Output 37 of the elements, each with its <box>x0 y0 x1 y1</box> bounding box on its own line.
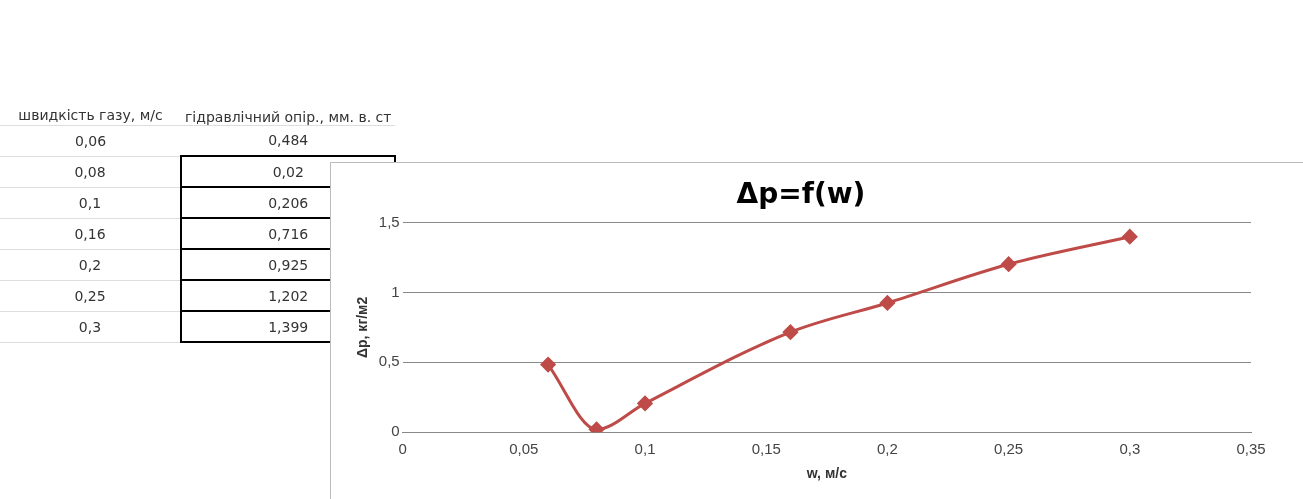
text: 0,716 <box>268 225 309 242</box>
text: 0,206 <box>268 194 309 211</box>
x-tick-label: 0,05 <box>509 440 539 458</box>
text: 0,1 <box>0 187 181 218</box>
text: 0,25 <box>0 280 181 311</box>
text: 0,16 <box>0 218 181 249</box>
text: 0,02 <box>181 156 396 187</box>
y-tick-label: 1 <box>391 282 400 300</box>
y-axis-title: Δp, кг/м2 <box>354 296 371 359</box>
text: 0,06 <box>0 125 181 156</box>
x-axis-title: w, м/с <box>805 465 848 482</box>
y-tick-label: 0,5 <box>378 352 400 370</box>
point <box>1122 229 1138 245</box>
point <box>540 357 556 373</box>
text: швидкість газу, м/с <box>0 10 181 125</box>
x-tick-label: 0,2 <box>876 440 898 458</box>
text: 1,399 <box>268 318 309 335</box>
point <box>1001 256 1017 272</box>
point <box>589 421 605 433</box>
text: 0,08 <box>0 156 181 187</box>
x-tick-label: 0,1 <box>634 440 656 458</box>
x-tick-label: 0,25 <box>994 440 1024 458</box>
point <box>879 295 895 311</box>
text: 0,925 <box>181 249 396 280</box>
text: 0,2 <box>0 249 181 280</box>
text: 1,202 <box>268 287 309 304</box>
text: гідравлічний опір., мм. в. ст <box>181 10 396 125</box>
text: 0,484 <box>181 125 396 156</box>
chart-title: Δp=f(w) <box>736 177 866 211</box>
point <box>782 324 798 340</box>
x-tick-label: 0,35 <box>1236 440 1266 458</box>
point <box>637 395 653 411</box>
x-tick-label: 0,15 <box>751 440 781 458</box>
text: 0,3 <box>0 311 181 342</box>
y-tick-label: 1,5 <box>378 212 400 230</box>
x-tick-label: 0,3 <box>1119 440 1141 458</box>
y-tick-label: 0 <box>391 422 400 440</box>
